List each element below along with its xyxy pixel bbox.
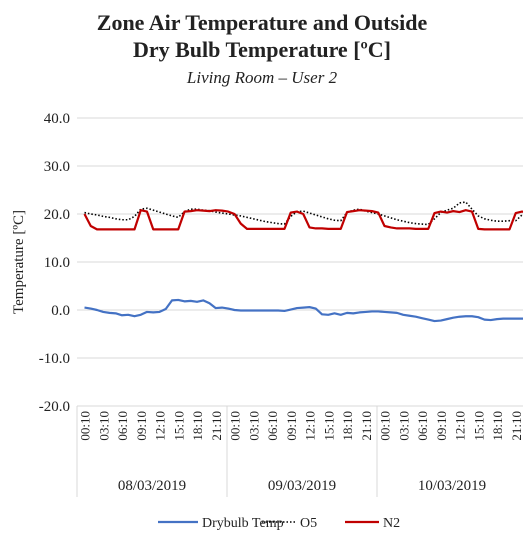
y-tick-label: 30.0 bbox=[44, 159, 70, 175]
x-tick-label: 12:10 bbox=[303, 411, 318, 441]
x-tick-label: 03:10 bbox=[246, 411, 261, 441]
x-tick-label: 21:10 bbox=[359, 411, 374, 441]
y-tick-label: 20.0 bbox=[44, 207, 70, 223]
y-tick-label: 10.0 bbox=[44, 255, 70, 271]
group-label: 10/03/2019 bbox=[418, 478, 486, 494]
x-tick-label: 09:10 bbox=[134, 411, 149, 441]
x-tick-label: 15:10 bbox=[171, 411, 186, 441]
group-label: 08/03/2019 bbox=[118, 478, 186, 494]
x-tick-label: 15:10 bbox=[471, 411, 486, 441]
x-tick-label: 18:10 bbox=[490, 411, 505, 441]
x-tick-label: 00:10 bbox=[78, 411, 93, 441]
legend-label: O5 bbox=[300, 516, 317, 531]
series-line bbox=[83, 209, 523, 231]
x-tick-label: 00:10 bbox=[228, 411, 243, 441]
x-tick-label: 00:10 bbox=[378, 411, 393, 441]
x-tick-label: 21:10 bbox=[209, 411, 224, 441]
y-tick-label: 40.0 bbox=[44, 111, 70, 127]
legend-label: Drybulb Temp bbox=[202, 516, 284, 531]
x-tick-label: 12:10 bbox=[453, 411, 468, 441]
chart-title: Dry Bulb Temperature [ºC] bbox=[133, 37, 391, 62]
x-tick-label: 15:10 bbox=[321, 411, 336, 441]
y-tick-label: -10.0 bbox=[39, 351, 70, 367]
x-tick-label: 12:10 bbox=[153, 411, 168, 441]
x-tick-label: 21:10 bbox=[509, 411, 523, 441]
x-tick-label: 09:10 bbox=[434, 411, 449, 441]
group-label: 09/03/2019 bbox=[268, 478, 336, 494]
x-tick-label: 03:10 bbox=[396, 411, 411, 441]
x-tick-label: 06:10 bbox=[415, 411, 430, 441]
x-tick-label: 06:10 bbox=[265, 411, 280, 441]
x-tick-label: 18:10 bbox=[190, 411, 205, 441]
series-line bbox=[84, 298, 523, 323]
y-axis-label: Temperature [ºC] bbox=[11, 210, 27, 314]
y-tick-label: 0.0 bbox=[51, 303, 70, 319]
series-line bbox=[84, 201, 523, 226]
x-tick-label: 18:10 bbox=[340, 411, 355, 441]
x-tick-label: 06:10 bbox=[115, 411, 130, 441]
x-tick-label: 09:10 bbox=[284, 411, 299, 441]
y-tick-label: -20.0 bbox=[39, 399, 70, 415]
plot bbox=[83, 201, 523, 323]
chart-title: Zone Air Temperature and Outside bbox=[97, 10, 428, 35]
x-tick-label: 03:10 bbox=[96, 411, 111, 441]
chart-subtitle: Living Room – User 2 bbox=[186, 68, 338, 87]
legend-label: N2 bbox=[383, 516, 400, 531]
